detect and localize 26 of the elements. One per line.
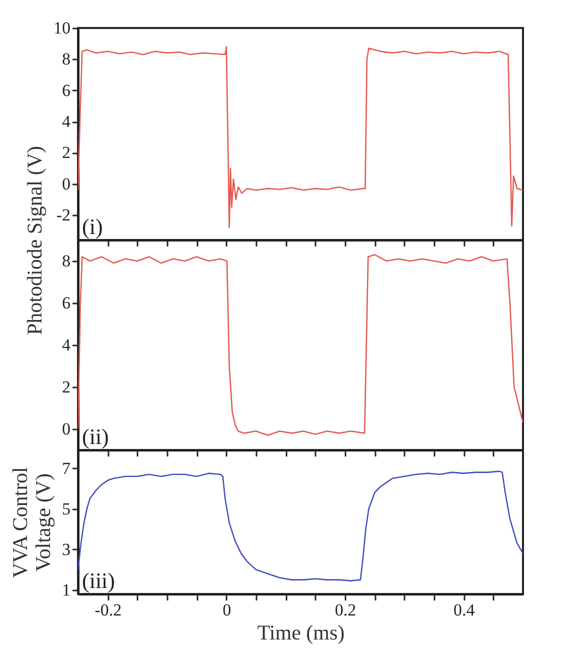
y-tick-label: 4 [62, 336, 71, 354]
y-axis-title: Photodiode Signal (V) [22, 146, 46, 335]
y-tick-label: 6 [62, 80, 70, 100]
annotation: (ii) [82, 424, 109, 449]
y-tick-label: 4 [62, 112, 71, 132]
x-tick-label: -0.2 [94, 600, 122, 620]
annotation: (i) [82, 214, 103, 239]
x-tick-label: 0.2 [334, 600, 356, 620]
y-tick-label: 1 [62, 580, 70, 600]
y-tick-label: 0 [62, 420, 70, 438]
y-tick-label: 8 [62, 50, 70, 69]
y-tick-label: 2 [62, 143, 70, 162]
y-tick-label: 8 [62, 252, 70, 270]
x-axis-title: Time (ms) [257, 620, 345, 644]
y-tick-label: 3 [62, 540, 70, 559]
y-tick-label: 2 [62, 378, 70, 396]
y-tick-label: 5 [62, 499, 70, 518]
y-tick-label: 10 [54, 18, 70, 38]
x-tick-label: 0.4 [454, 600, 476, 620]
annotation: (iii) [82, 568, 115, 593]
y-tick-label: 0 [62, 174, 70, 194]
y-axis-title: VVA Control Voltage (V) [8, 466, 55, 578]
x-tick-label: 0 [222, 600, 232, 620]
y-tick-label: 7 [62, 458, 71, 478]
y-tick-label: -2 [56, 206, 70, 225]
y-tick-label: 6 [62, 294, 70, 312]
